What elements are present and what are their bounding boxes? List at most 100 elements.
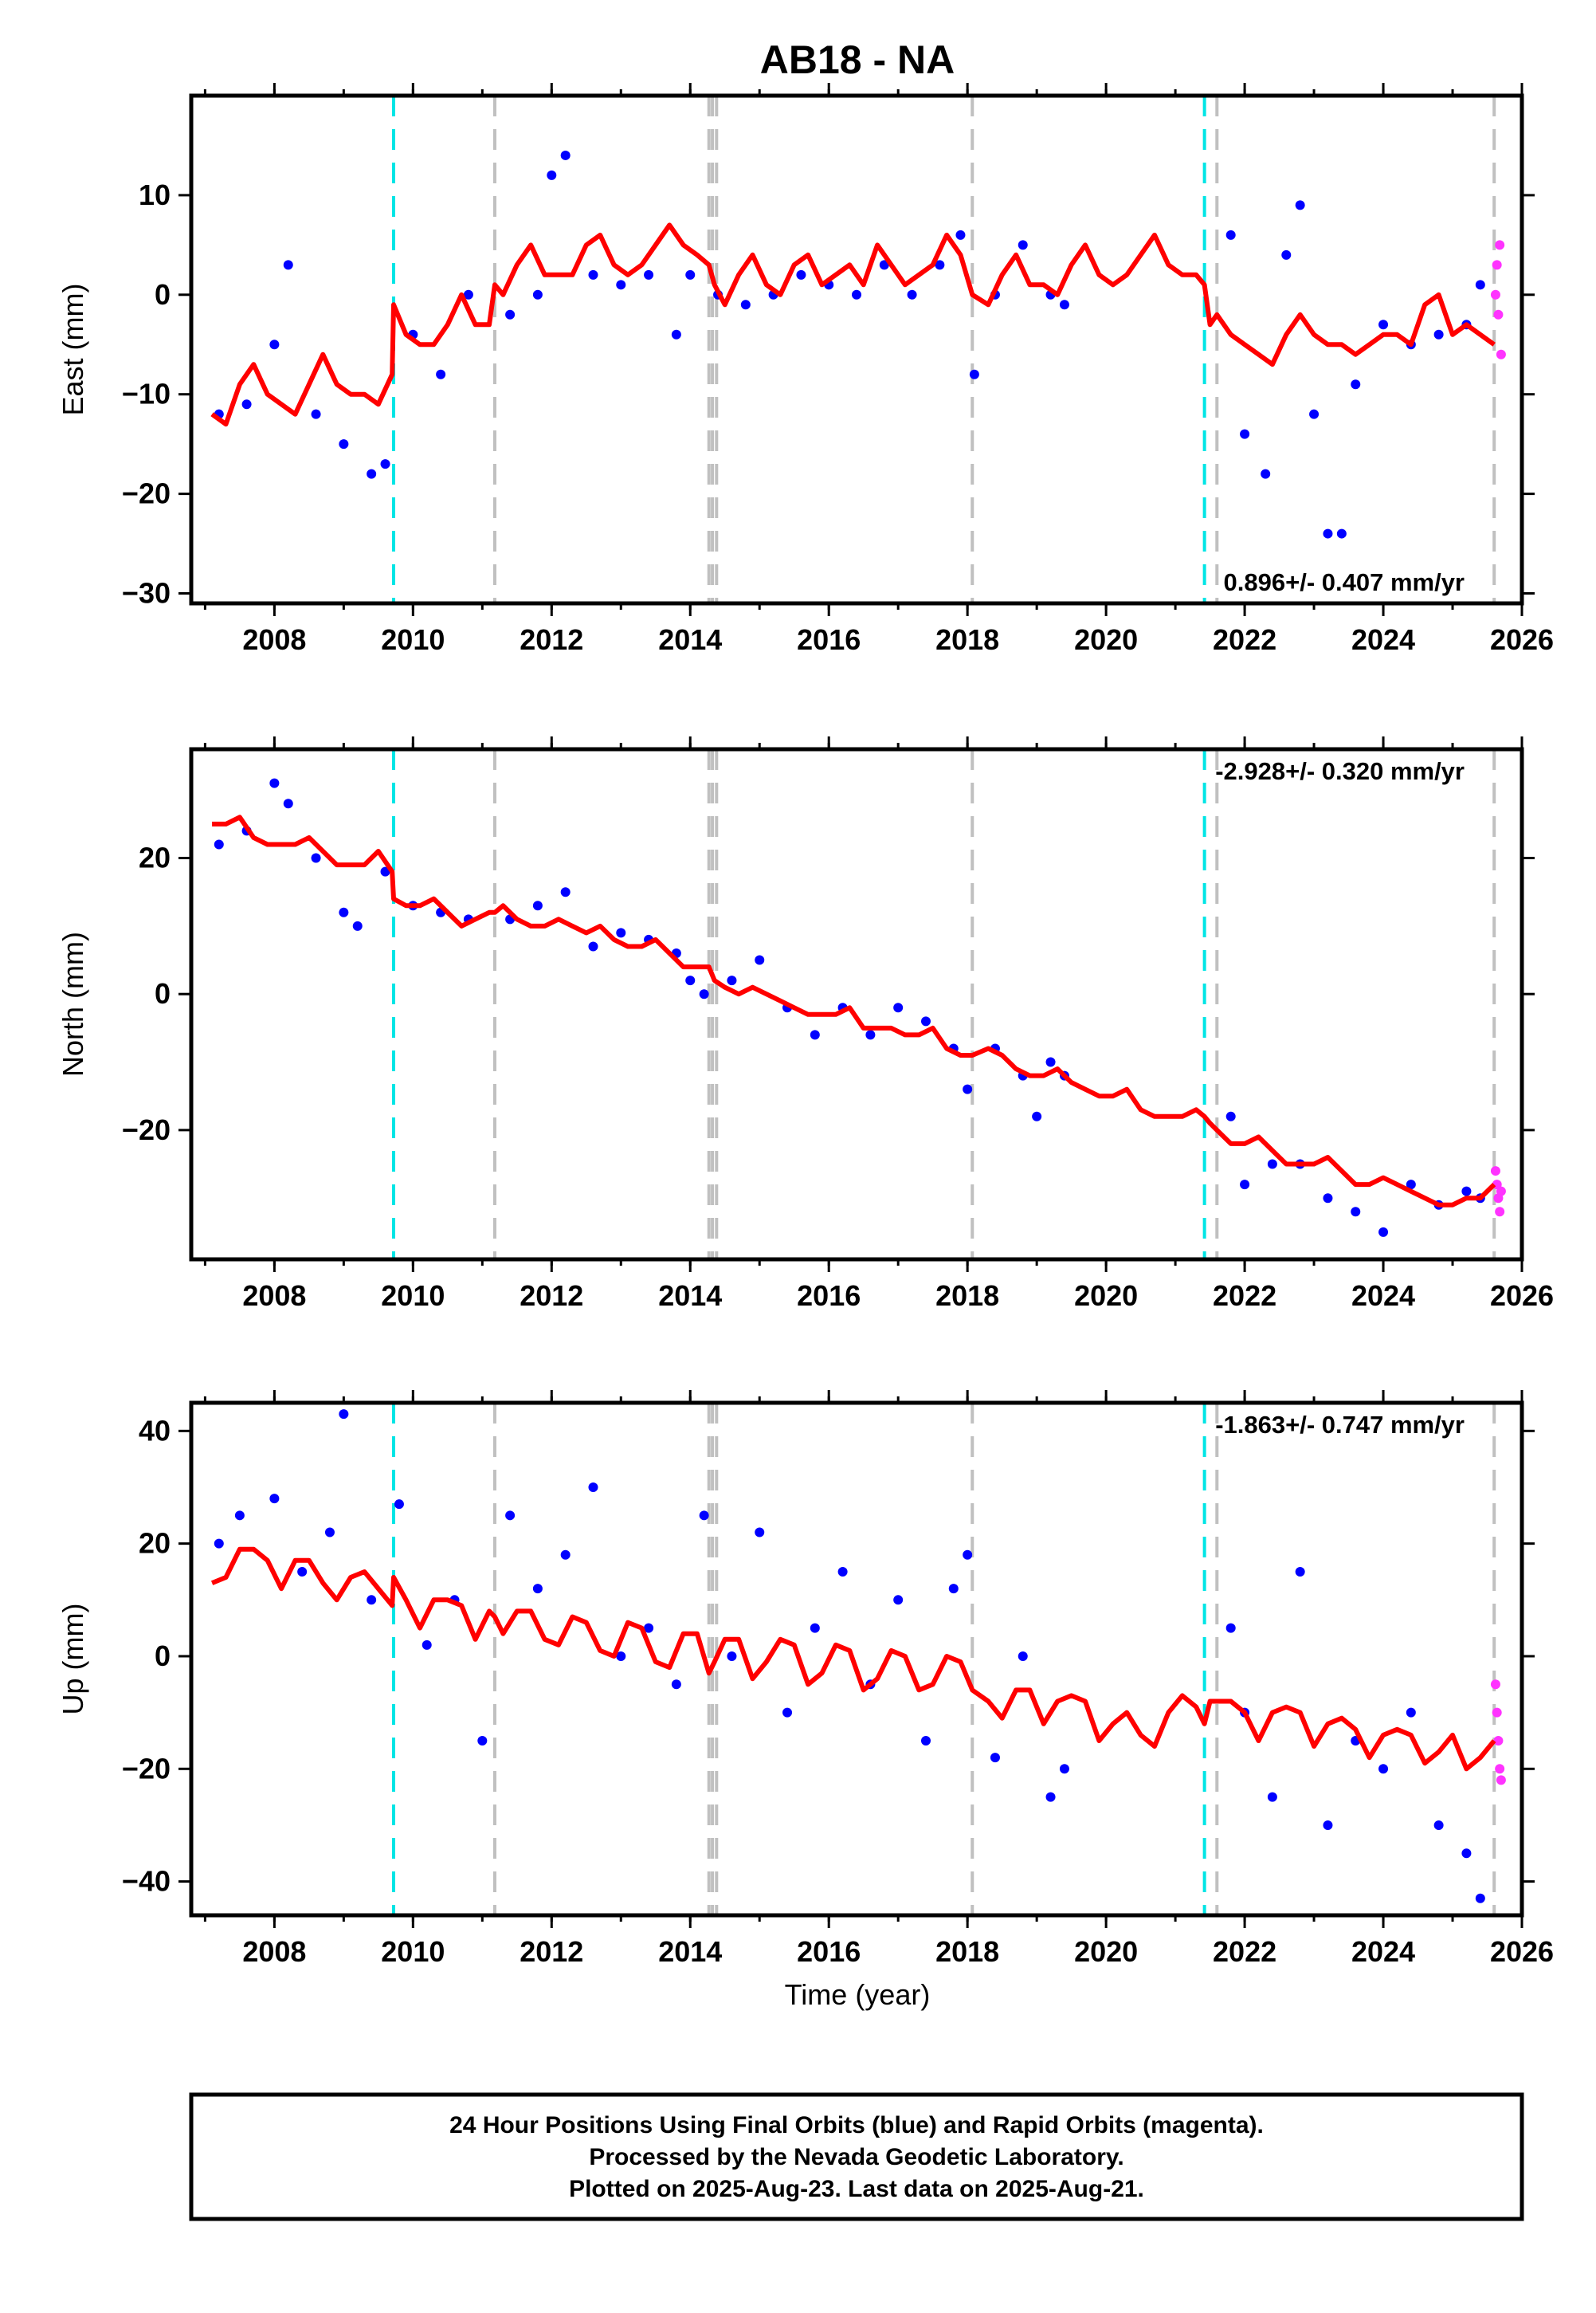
up-final-point	[810, 1623, 820, 1633]
up-x-tick-label: 2010	[381, 1935, 445, 1968]
up-final-point	[920, 1735, 931, 1746]
up-y-tick-label: 0	[155, 1640, 171, 1672]
up-final-point	[1059, 1764, 1069, 1774]
north-final-point	[1406, 1180, 1416, 1190]
east-x-tick-label: 2024	[1351, 623, 1415, 656]
east-rapid-point	[1492, 260, 1502, 270]
east-x-tick-label: 2018	[935, 623, 999, 656]
up-final-point	[234, 1510, 245, 1521]
east-final-point	[1295, 200, 1305, 210]
up-model-line	[210, 1546, 1496, 1772]
up-final-point	[990, 1753, 1000, 1763]
up-rapid-point	[1493, 1735, 1504, 1746]
east-final-point	[560, 150, 571, 160]
north-final-point	[588, 941, 598, 952]
north-y-tick-label: −20	[122, 1113, 171, 1146]
east-final-point	[588, 269, 598, 280]
up-final-point	[214, 1538, 224, 1549]
up-x-tick-label: 2012	[520, 1935, 583, 1968]
east-panel: 2008 2010 2012 2014 2016 2018 2020 2022 2024 2026…	[57, 83, 1554, 656]
up-final-point	[1475, 1893, 1485, 1903]
up-x-tick-label: 2020	[1074, 1935, 1138, 1968]
east-y-axis-label: East (mm)	[57, 284, 89, 416]
north-frame	[189, 747, 1524, 1262]
north-x-tick-label: 2020	[1074, 1279, 1138, 1312]
east-final-point	[269, 340, 280, 350]
up-final-point	[893, 1595, 904, 1605]
up-x-tick-label: 2024	[1351, 1935, 1415, 1968]
up-final-point	[477, 1735, 488, 1746]
east-rapid-point	[1493, 309, 1504, 320]
up-rapid-point	[1495, 1764, 1505, 1774]
east-y-tick-label: −20	[122, 477, 171, 510]
north-final-point	[616, 928, 626, 938]
north-final-point	[1045, 1057, 1056, 1067]
up-final-point	[324, 1527, 335, 1537]
north-final-point	[1323, 1193, 1333, 1204]
up-rate-label: -1.863+/- 0.747 mm/yr	[1215, 1411, 1465, 1439]
east-x-tick-label: 2010	[381, 623, 445, 656]
east-final-point	[311, 409, 321, 419]
north-final-point	[865, 1030, 876, 1040]
north-final-point	[963, 1084, 973, 1094]
east-final-point	[241, 399, 252, 410]
east-x-tick-label: 2022	[1213, 623, 1276, 656]
up-final-point	[1045, 1792, 1056, 1802]
north-final-point	[920, 1016, 931, 1027]
north-final-point	[755, 955, 765, 965]
north-x-tick-label: 2022	[1213, 1279, 1276, 1312]
up-final-point	[297, 1566, 308, 1577]
east-y-tick-label: −10	[122, 378, 171, 410]
caption-line-1: 24 Hour Positions Using Final Orbits (bl…	[449, 2112, 1264, 2138]
up-y-tick-label: −40	[122, 1865, 171, 1898]
east-final-point	[1240, 429, 1250, 439]
caption-box	[189, 2092, 1524, 2221]
up-final-point	[1433, 1820, 1444, 1830]
east-x-tick-label: 2020	[1074, 623, 1138, 656]
north-final-point	[1032, 1111, 1042, 1121]
up-final-point	[755, 1527, 765, 1537]
up-final-point	[1323, 1820, 1333, 1830]
x-axis-label: Time (year)	[785, 1978, 931, 2011]
up-x-tick-label: 2016	[797, 1935, 861, 1968]
east-final-point	[1433, 329, 1444, 340]
east-final-point	[969, 369, 979, 379]
east-final-point	[436, 369, 446, 379]
east-final-point	[671, 329, 681, 340]
east-x-tick-label: 2016	[797, 623, 861, 656]
north-final-point	[1351, 1207, 1361, 1217]
up-final-point	[1267, 1792, 1277, 1802]
up-final-point	[339, 1409, 349, 1420]
north-y-tick-label: 20	[139, 842, 171, 874]
east-final-point	[1059, 300, 1069, 310]
up-final-point	[782, 1707, 793, 1718]
east-x-tick-label: 2014	[658, 623, 722, 656]
north-final-point	[699, 989, 709, 999]
north-y-tick-label: 0	[155, 977, 171, 1010]
east-final-point	[1351, 379, 1361, 390]
up-final-point	[1461, 1848, 1472, 1859]
east-final-point	[796, 269, 806, 280]
east-x-tick-label: 2012	[520, 623, 583, 656]
north-final-point	[560, 887, 571, 897]
north-final-point	[810, 1030, 820, 1040]
east-final-point	[547, 170, 557, 180]
north-final-point	[727, 976, 737, 986]
up-x-tick-label: 2008	[242, 1935, 306, 1968]
up-final-point	[671, 1679, 681, 1690]
north-rate-label: -2.928+/- 0.320 mm/yr	[1215, 757, 1465, 785]
north-final-point	[685, 976, 696, 986]
east-model-line	[210, 222, 1496, 427]
east-final-point	[1309, 409, 1320, 419]
north-final-point	[283, 799, 293, 809]
east-plot-area	[210, 96, 1506, 603]
east-final-point	[1018, 240, 1028, 250]
east-y-tick-label: 10	[139, 179, 171, 211]
east-final-point	[380, 459, 390, 469]
up-plot-area	[210, 1403, 1506, 1915]
north-final-point	[311, 853, 321, 863]
up-x-tick-label: 2018	[935, 1935, 999, 1968]
north-final-point	[1461, 1186, 1472, 1196]
up-final-point	[948, 1584, 959, 1594]
east-y-tick-label: −30	[122, 577, 171, 610]
